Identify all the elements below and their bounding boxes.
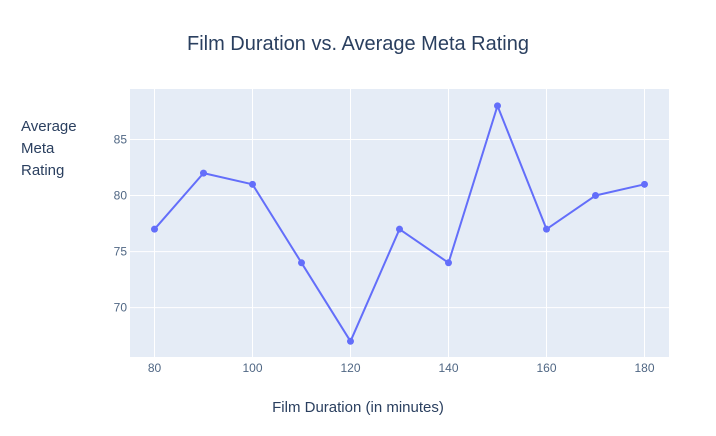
x-axis-label: Film Duration (in minutes): [272, 399, 444, 416]
x-tick-label: 180: [634, 361, 654, 375]
grid: [130, 89, 669, 357]
data-points: [151, 102, 648, 345]
y-tick-label: 80: [114, 189, 128, 203]
y-axis-label: Average Meta Rating: [21, 116, 91, 182]
data-point: [298, 259, 305, 267]
x-tick-label: 160: [536, 361, 556, 375]
plot-area: [130, 89, 669, 357]
data-point: [543, 225, 550, 233]
y-tick-label: 85: [114, 132, 128, 146]
x-tick-label: 80: [148, 361, 162, 375]
data-point: [641, 180, 648, 188]
y-axis-label-line-2: Meta: [21, 140, 55, 157]
y-axis-label-line-3: Rating: [21, 162, 65, 179]
data-point: [592, 192, 599, 200]
x-tick-label: 120: [340, 361, 360, 375]
y-tick-label: 75: [114, 245, 128, 259]
data-point: [494, 102, 501, 110]
y-tick-label: 70: [114, 301, 128, 315]
data-point: [347, 337, 354, 345]
data-point: [396, 225, 403, 233]
data-point: [445, 259, 452, 267]
data-point: [249, 180, 256, 188]
x-tick-label: 140: [438, 361, 458, 375]
data-point: [151, 225, 158, 233]
axis-ticks: 80 100 120 140 160 180 70 75 80 85: [114, 132, 655, 375]
y-axis-label-line-1: Average: [21, 118, 77, 135]
chart-title: Film Duration vs. Average Meta Rating: [186, 33, 529, 55]
data-point: [200, 169, 207, 177]
x-tick-label: 100: [242, 361, 262, 375]
